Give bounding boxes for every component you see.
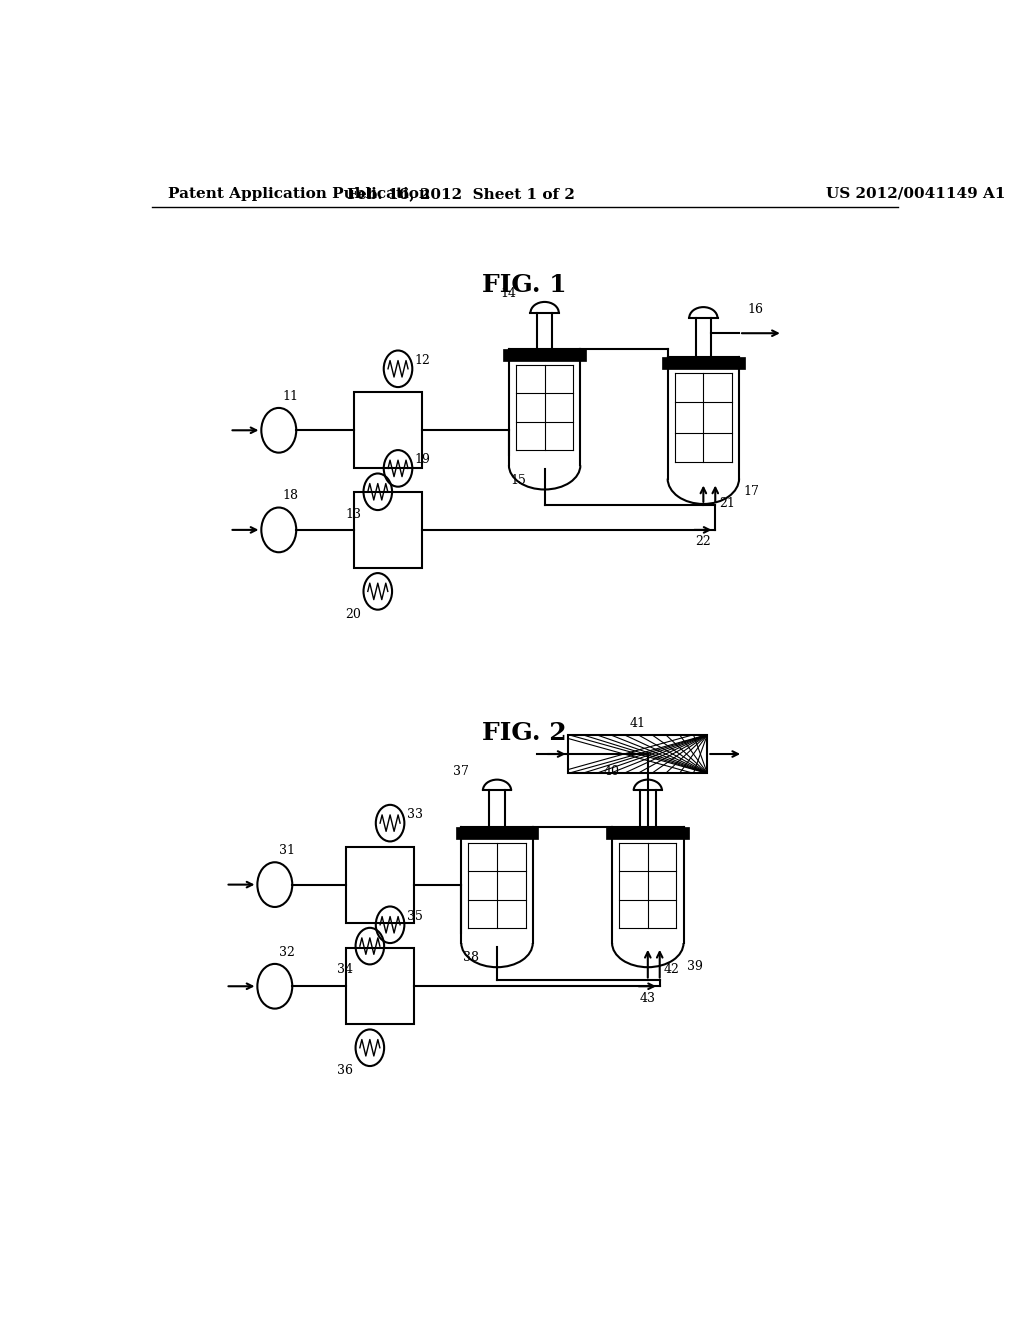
Text: FIG. 1: FIG. 1 <box>482 273 567 297</box>
Text: 42: 42 <box>664 964 680 977</box>
Bar <box>354 492 422 568</box>
Text: 31: 31 <box>279 843 295 857</box>
Text: 20: 20 <box>345 607 361 620</box>
Bar <box>354 392 422 469</box>
Text: 37: 37 <box>453 764 468 777</box>
Text: 34: 34 <box>337 962 353 975</box>
Text: 17: 17 <box>743 484 759 498</box>
Bar <box>503 350 586 362</box>
Text: 11: 11 <box>283 389 299 403</box>
Text: 35: 35 <box>407 909 423 923</box>
Text: 16: 16 <box>748 302 763 315</box>
Bar <box>346 846 414 923</box>
Text: 12: 12 <box>415 354 430 367</box>
Text: 18: 18 <box>283 490 299 503</box>
Text: 32: 32 <box>279 945 295 958</box>
Text: Feb. 16, 2012  Sheet 1 of 2: Feb. 16, 2012 Sheet 1 of 2 <box>347 187 575 201</box>
Text: 14: 14 <box>500 286 516 300</box>
Text: 43: 43 <box>640 991 655 1005</box>
Text: 39: 39 <box>687 961 703 973</box>
Text: 21: 21 <box>719 498 735 510</box>
Bar <box>606 828 689 838</box>
Text: 36: 36 <box>337 1064 353 1077</box>
Bar <box>568 735 708 774</box>
Bar <box>662 356 744 368</box>
Text: 41: 41 <box>630 717 646 730</box>
Text: 40: 40 <box>603 764 620 777</box>
Text: 33: 33 <box>407 808 423 821</box>
Text: 22: 22 <box>695 535 712 548</box>
Text: 19: 19 <box>415 453 430 466</box>
Text: 38: 38 <box>463 952 479 965</box>
Text: US 2012/0041149 A1: US 2012/0041149 A1 <box>826 187 1006 201</box>
Text: Patent Application Publication: Patent Application Publication <box>168 187 430 201</box>
Bar <box>456 828 539 838</box>
Text: 15: 15 <box>511 474 526 487</box>
Bar <box>346 948 414 1024</box>
Text: 13: 13 <box>345 508 361 521</box>
Text: FIG. 2: FIG. 2 <box>482 721 567 744</box>
